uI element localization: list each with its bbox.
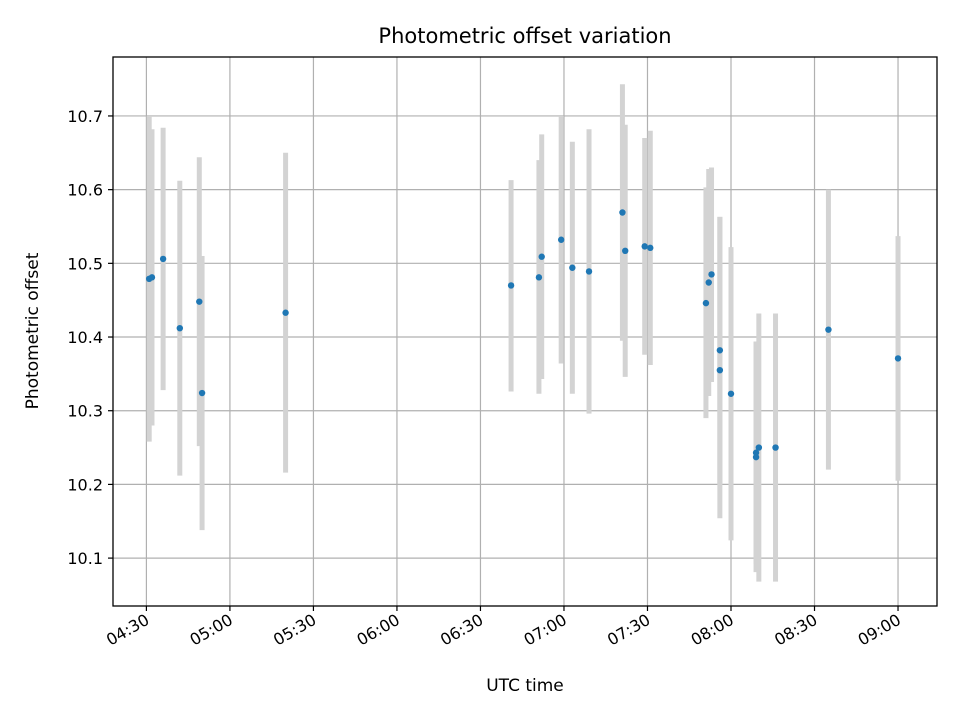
data-point <box>282 309 289 316</box>
data-point <box>708 271 715 278</box>
y-tick-label: 10.4 <box>67 328 103 347</box>
data-point <box>148 274 156 281</box>
point-layer <box>145 209 902 461</box>
x-tick-label: 07:30 <box>604 610 653 650</box>
data-point <box>772 444 779 451</box>
y-tick-label: 10.2 <box>67 475 103 494</box>
data-point <box>538 253 545 260</box>
data-point <box>641 243 648 250</box>
grid-layer <box>113 57 937 606</box>
data-point <box>705 279 712 286</box>
data-point <box>716 366 724 374</box>
y-tick-label: 10.6 <box>67 181 103 200</box>
y-tick-label: 10.7 <box>67 107 103 126</box>
data-point <box>752 453 760 461</box>
data-point <box>752 449 760 456</box>
data-point <box>557 236 565 243</box>
y-axis-label: Photometric offset <box>23 252 43 409</box>
data-point <box>198 389 206 397</box>
x-tick-label: 07:00 <box>521 610 570 650</box>
data-point <box>535 274 543 281</box>
data-point <box>647 244 654 252</box>
x-tick-label: 08:30 <box>771 610 820 650</box>
chart-title: Photometric offset variation <box>378 24 671 48</box>
data-point <box>825 326 832 333</box>
x-tick-label: 09:00 <box>855 610 904 650</box>
data-point <box>894 355 902 362</box>
plot-frame <box>112 56 938 607</box>
y-tick-label: 10.5 <box>67 254 103 273</box>
data-point <box>727 390 735 397</box>
y-tick-label: 10.3 <box>67 402 103 421</box>
x-tick-label: 06:00 <box>354 610 403 650</box>
x-axis-label: UTC time <box>486 676 564 696</box>
data-point <box>755 444 763 451</box>
x-tick-label: 06:30 <box>437 610 486 650</box>
data-point <box>619 209 626 216</box>
x-tick-label: 05:00 <box>186 610 235 650</box>
data-point <box>196 298 203 305</box>
data-point <box>569 264 576 271</box>
tick-layer: 04:30 05:00 05:30 06:00 06:30 07:00 07:30 08:00… <box>67 107 904 650</box>
errorbar-layer <box>146 84 901 582</box>
x-tick-label: 08:00 <box>688 610 737 650</box>
data-point <box>159 255 167 263</box>
data-point <box>702 299 710 307</box>
data-point <box>716 347 724 354</box>
data-point <box>585 268 593 275</box>
data-point <box>622 247 629 255</box>
x-tick-label: 04:30 <box>103 610 152 650</box>
y-tick-label: 10.1 <box>67 549 103 568</box>
data-point <box>176 324 184 332</box>
data-point <box>507 282 515 289</box>
x-tick-label: 05:30 <box>270 610 319 650</box>
